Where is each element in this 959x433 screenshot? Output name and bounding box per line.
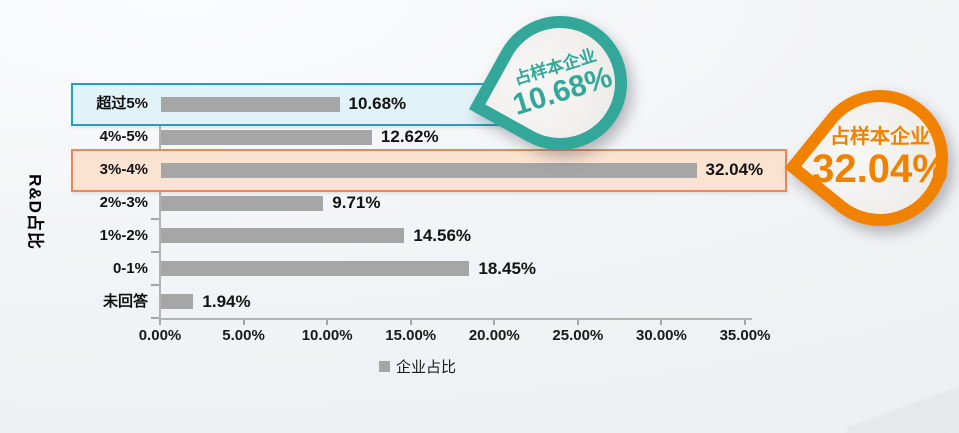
value-label: 9.71% bbox=[332, 193, 381, 212]
x-tick bbox=[744, 319, 746, 325]
callout-value: 32.04% bbox=[812, 146, 948, 191]
x-tick bbox=[326, 319, 329, 325]
category-label: 1%-2% bbox=[99, 226, 148, 244]
x-axis-line bbox=[160, 318, 752, 320]
category-label: 超过5% bbox=[96, 95, 148, 113]
bar bbox=[161, 162, 697, 178]
bar bbox=[161, 129, 372, 145]
y-axis-line bbox=[159, 88, 161, 319]
x-tick bbox=[409, 319, 412, 325]
y-tick bbox=[151, 284, 159, 287]
bar bbox=[161, 294, 194, 310]
x-tick-label: 0.00% bbox=[138, 327, 182, 344]
bar bbox=[161, 96, 340, 112]
value-label: 12.62% bbox=[380, 127, 439, 147]
category-label: 未回答 bbox=[102, 292, 148, 310]
x-tick-label: 20.00% bbox=[468, 327, 520, 344]
callout-prefix: 占样本企业 bbox=[830, 125, 930, 148]
x-tick-label: 15.00% bbox=[385, 327, 437, 344]
legend-label: 企业占比 bbox=[396, 359, 457, 376]
x-tick bbox=[576, 319, 579, 325]
teardrop-shape: 占样本企业 32.04% bbox=[784, 62, 959, 254]
x-tick-label: 30.00% bbox=[635, 327, 687, 344]
value-label: 18.45% bbox=[478, 258, 537, 278]
callout-bubble-teal: 占样本企业 10.68% bbox=[468, 0, 652, 175]
value-label: 32.04% bbox=[705, 160, 764, 180]
category-label: 4%-5% bbox=[99, 128, 148, 146]
x-tick-label: 35.00% bbox=[719, 327, 771, 344]
callout-bubble-orange: 占样本企业 32.04% bbox=[784, 62, 959, 254]
category-label: 3%-4% bbox=[99, 161, 148, 179]
teardrop-shape: 占样本企业 10.68% bbox=[468, 0, 652, 175]
y-tick bbox=[151, 251, 159, 254]
background-swoosh bbox=[845, 284, 959, 433]
x-tick-label: 5.00% bbox=[222, 327, 265, 344]
x-tick bbox=[493, 319, 496, 325]
x-tick-label: 25.00% bbox=[552, 327, 604, 344]
category-label: 0-1% bbox=[112, 259, 148, 277]
y-tick bbox=[151, 317, 159, 319]
x-tick bbox=[242, 319, 245, 325]
legend-marker-icon bbox=[379, 361, 390, 372]
x-tick bbox=[159, 319, 161, 325]
x-tick bbox=[660, 319, 663, 325]
legend: 企业占比 bbox=[379, 356, 456, 377]
bar bbox=[161, 261, 470, 277]
bar bbox=[161, 195, 324, 211]
value-label: 10.68% bbox=[348, 94, 407, 114]
y-tick bbox=[151, 218, 159, 221]
value-label: 14.56% bbox=[413, 225, 472, 245]
bar bbox=[161, 228, 405, 244]
category-label: 2%-3% bbox=[99, 194, 148, 211]
highlight-box-0 bbox=[71, 82, 545, 126]
value-label: 1.94% bbox=[202, 291, 251, 311]
x-tick-label: 10.00% bbox=[301, 327, 353, 344]
